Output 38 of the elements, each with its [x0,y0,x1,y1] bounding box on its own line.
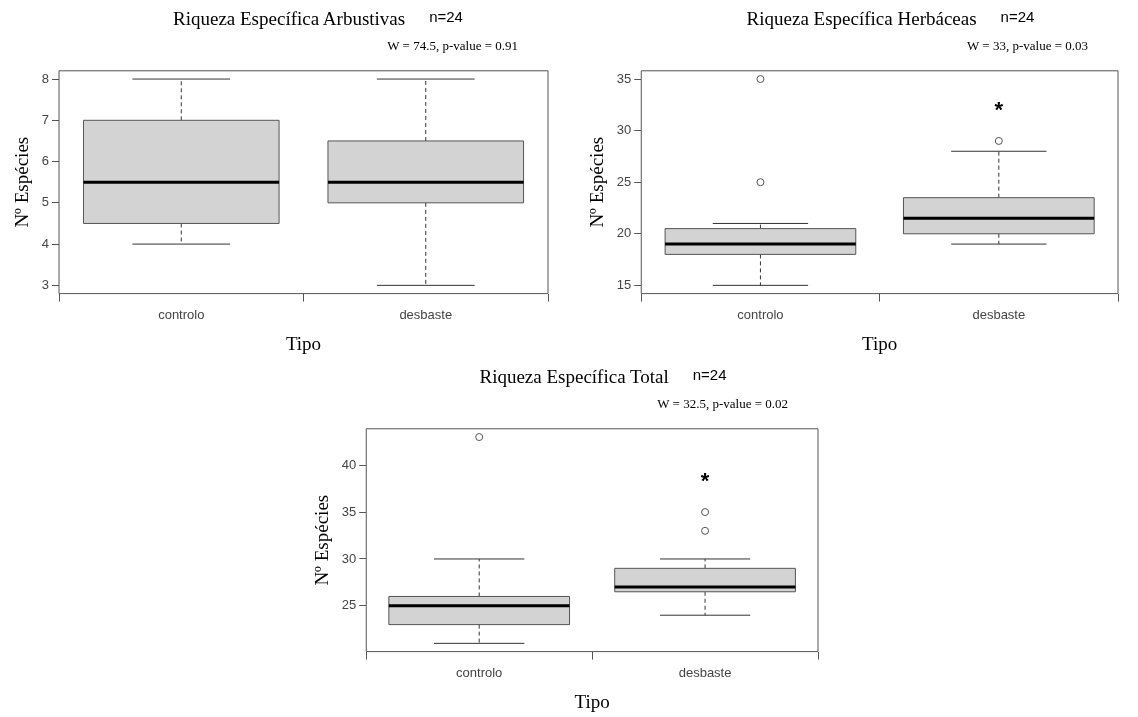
x-tick-label: desbaste [678,664,732,680]
text: n=24 [692,366,727,383]
y-tick-label: 40 [341,456,357,472]
text: n=24 [429,8,463,25]
y-axis-title: Nº Espécies [311,494,333,586]
y-tick-label: 4 [41,235,50,251]
y-tick-label: 25 [616,173,632,189]
x-tick-label: desbaste [399,306,453,322]
y-tick-label: 30 [616,122,632,138]
chart-subtitle: W = 74.5, p-value = 0.91 [386,38,519,55]
x-tick-label: controlo [737,306,784,322]
y-tick-label: 8 [41,70,50,86]
chart-title: Riqueza Específica Total [479,366,669,387]
x-tick-label: desbaste [972,306,1026,322]
x-tick-label: controlo [456,664,503,680]
x-axis-title: Tipo [574,690,610,712]
annotation: * [700,468,710,494]
chart-title: Riqueza Específica Arbustivas [173,8,406,29]
annotation: * [994,97,1004,122]
chart-title: Riqueza Específica Herbáceas [746,8,977,29]
y-axis-title: Nº Espécies [11,136,33,228]
y-tick-label: 25 [341,597,357,613]
y-tick-label: 20 [616,225,632,241]
chart-subtitle: W = 33, p-value = 0.03 [966,38,1089,55]
y-tick-label: 30 [341,550,357,566]
y-tick-label: 35 [341,503,357,519]
x-axis-title: Tipo [285,332,322,354]
y-tick-label: 7 [41,111,50,127]
y-tick-label: 5 [41,194,50,210]
text: n=24 [1000,8,1035,25]
y-axis-title: Nº Espécies [586,136,608,228]
y-tick-label: 35 [616,70,632,86]
x-axis-title: Tipo [862,332,898,354]
y-tick-label: 3 [41,276,50,292]
y-tick-label: 15 [616,276,632,292]
x-tick-label: controlo [158,306,205,322]
chart-subtitle: W = 32.5, p-value = 0.02 [656,396,789,413]
y-tick-label: 6 [41,153,50,169]
